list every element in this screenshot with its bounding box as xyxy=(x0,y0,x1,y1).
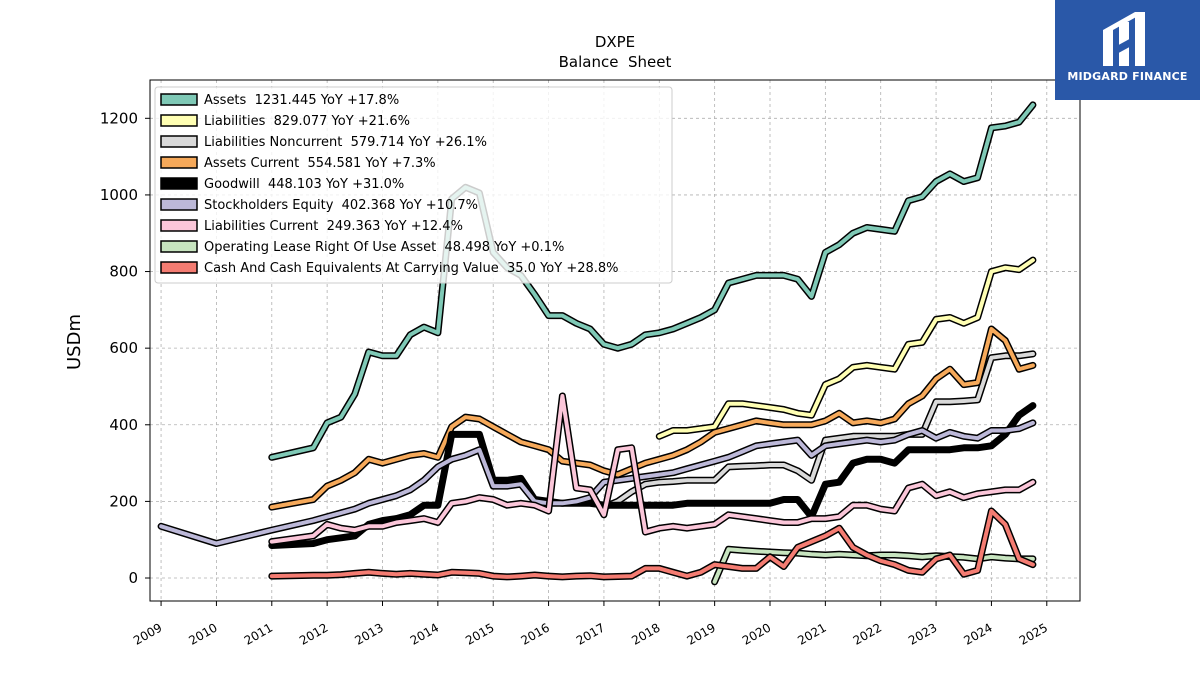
series-path xyxy=(268,402,1037,549)
x-tick-label: 2018 xyxy=(629,620,662,647)
series-path xyxy=(657,258,1035,439)
x-tick-label: 2013 xyxy=(352,620,385,647)
series-line-2 xyxy=(600,350,1037,511)
legend-swatch xyxy=(160,177,198,190)
legend-swatch xyxy=(160,93,198,106)
series-path xyxy=(601,351,1035,510)
x-tick-label: 2023 xyxy=(906,620,939,647)
series-line-1 xyxy=(655,256,1037,440)
x-tick-label: 2011 xyxy=(242,620,275,647)
legend-entry-label: Liabilities 829.077 YoY +21.6% xyxy=(204,114,410,129)
y-tick-label: 600 xyxy=(109,339,138,357)
brand-logo: MIDGARD FINANCE xyxy=(1055,0,1200,100)
y-tick-label: 0 xyxy=(128,569,138,587)
x-tick-label: 2017 xyxy=(574,620,607,647)
x-tick-label: 2009 xyxy=(131,620,164,647)
series-line-3 xyxy=(268,325,1037,511)
legend-swatch xyxy=(160,219,198,232)
plot-frame xyxy=(149,79,1081,602)
x-tick-label: 2025 xyxy=(1017,620,1050,647)
legend-swatch xyxy=(160,114,198,127)
y-axis: 0 200 400 600 800 1000 1200 xyxy=(100,109,150,587)
series-line-0 xyxy=(268,101,1037,461)
legend-swatch xyxy=(160,198,198,211)
legend-swatch xyxy=(160,156,198,169)
series-line-8 xyxy=(268,507,1037,581)
y-tick-label: 1000 xyxy=(100,186,138,204)
brand-name: MIDGARD FINANCE xyxy=(1067,70,1188,83)
legend-entry-label: Liabilities Noncurrent 579.714 YoY +26.1… xyxy=(204,135,487,150)
x-tick-label: 2015 xyxy=(463,620,496,647)
x-tick-label: 2014 xyxy=(408,620,441,647)
legend-entry-label: Assets Current 554.581 YoY +7.3% xyxy=(204,156,436,171)
x-tick-label: 2012 xyxy=(297,620,330,647)
legend-swatch xyxy=(160,240,198,253)
legend-entry-label: Assets 1231.445 YoY +17.8% xyxy=(204,93,399,108)
x-tick-label: 2019 xyxy=(685,620,718,647)
legend-swatch xyxy=(160,261,198,274)
x-tick-label: 2016 xyxy=(518,620,551,647)
series-line-6 xyxy=(268,392,1037,546)
legend-box xyxy=(154,86,673,284)
midgard-logo-icon xyxy=(1103,12,1145,66)
y-tick-label: 400 xyxy=(109,416,138,434)
series-lines xyxy=(157,101,1037,586)
y-tick-label: 1200 xyxy=(100,109,138,127)
series-path xyxy=(159,420,1035,546)
chart-subtitle: Balance Sheet xyxy=(559,53,672,71)
x-tick-label: 2020 xyxy=(740,620,773,647)
series-path xyxy=(269,102,1035,460)
series-path xyxy=(269,394,1035,544)
series-line-4 xyxy=(268,402,1037,549)
y-tick-label: 200 xyxy=(109,492,138,510)
series-path xyxy=(269,509,1035,579)
x-tick-label: 2024 xyxy=(961,620,994,647)
x-tick-label: 2021 xyxy=(795,620,828,647)
legend-entry-label: Liabilities Current 249.363 YoY +12.4% xyxy=(204,219,463,234)
legend-entry-label: Operating Lease Right Of Use Asset 48.49… xyxy=(204,240,564,255)
x-tick-label: 2010 xyxy=(186,620,219,647)
legend-entry-label: Cash And Cash Equivalents At Carrying Va… xyxy=(204,261,619,276)
legend-entry-label: Goodwill 448.103 YoY +31.0% xyxy=(204,177,404,192)
y-tick-label: 800 xyxy=(109,263,138,281)
y-axis-label: USDm xyxy=(64,314,85,370)
x-axis: 2009 2010 2011 2012 2013 2014 2015 2016 2017 2018… xyxy=(131,601,1050,648)
legend-swatch xyxy=(160,135,198,148)
x-tick-label: 2022 xyxy=(851,620,884,647)
legend-entry-label: Stockholders Equity 402.368 YoY +10.7% xyxy=(204,198,478,213)
series-line-5 xyxy=(157,419,1037,547)
legend: Assets 1231.445 YoY +17.8% Liabilities 82… xyxy=(154,86,673,284)
series-path xyxy=(269,327,1035,510)
chart-title: DXPE xyxy=(595,33,635,51)
